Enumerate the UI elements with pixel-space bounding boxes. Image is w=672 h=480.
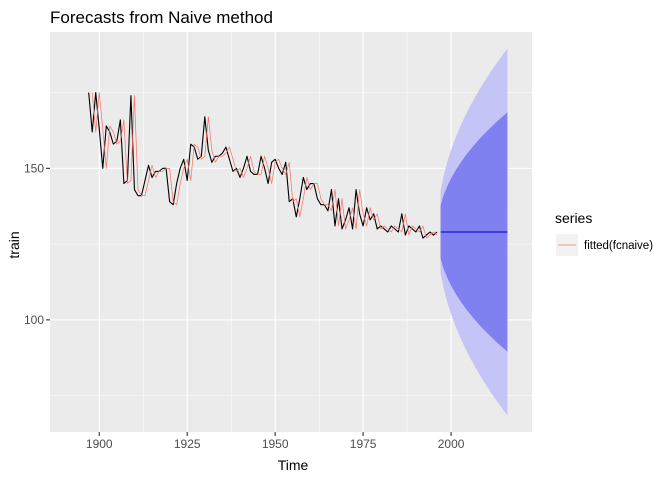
- series-line-train: [88, 92, 438, 239]
- legend: series fitted(fcnaive): [555, 210, 653, 256]
- x-tick-label: 1975: [350, 437, 377, 451]
- x-tick-label: 1950: [262, 437, 289, 451]
- y-axis-title: train: [6, 231, 22, 258]
- series-line-fitted: [91, 92, 438, 239]
- legend-title: series: [555, 210, 592, 226]
- series-lines: [88, 92, 508, 239]
- axis-ticks: 1900 1925 1950 1975 2000 100 150: [24, 161, 465, 451]
- x-axis-title: Time: [278, 457, 309, 473]
- x-tick-label: 2000: [438, 437, 465, 451]
- y-tick-label: 150: [24, 161, 44, 175]
- gridlines: [50, 32, 532, 432]
- legend-entry-fitted: fitted(fcnaive): [584, 240, 653, 252]
- x-tick-label: 1900: [86, 437, 113, 451]
- y-tick-label: 100: [24, 313, 44, 327]
- chart-title: Forecasts from Naive method: [50, 8, 273, 27]
- x-tick-label: 1925: [174, 437, 201, 451]
